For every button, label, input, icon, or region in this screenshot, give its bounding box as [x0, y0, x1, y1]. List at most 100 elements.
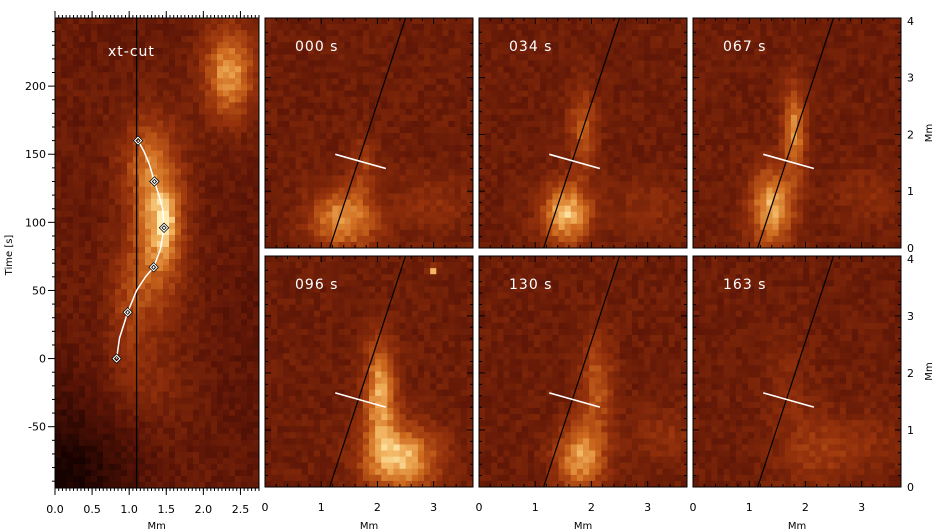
pixel	[344, 151, 352, 158]
pixel	[491, 102, 498, 110]
pixel	[576, 217, 584, 225]
pixel	[595, 229, 602, 237]
pixel	[109, 451, 116, 459]
pixel	[393, 36, 401, 43]
pixel	[430, 217, 437, 225]
pixel	[430, 187, 437, 195]
pixel	[460, 169, 468, 176]
pixel	[540, 187, 547, 195]
pixel	[265, 120, 272, 128]
pixel	[558, 205, 566, 213]
pixel	[79, 319, 86, 326]
pixel	[55, 192, 62, 200]
pixel	[326, 30, 333, 37]
pixel	[187, 18, 194, 25]
pixel	[479, 114, 486, 122]
pixel	[356, 229, 364, 237]
pixel	[175, 228, 182, 236]
pixel	[497, 54, 505, 61]
xt-marker	[112, 354, 121, 363]
pixel	[552, 205, 560, 213]
pixel	[356, 30, 364, 37]
pixel	[217, 325, 224, 332]
pixel	[229, 102, 236, 109]
pixel	[211, 180, 218, 188]
pixel	[97, 409, 104, 417]
pixel	[145, 174, 152, 182]
pixel	[235, 222, 242, 230]
pixel	[211, 30, 218, 37]
pixel	[175, 84, 182, 91]
pixel	[405, 235, 413, 243]
pixel	[73, 439, 80, 447]
pixel	[307, 84, 315, 92]
pixel	[151, 96, 158, 103]
pixel	[289, 24, 297, 31]
pixel	[61, 361, 68, 369]
pixel	[229, 18, 236, 25]
pixel	[211, 397, 218, 405]
pixel	[85, 343, 92, 351]
pixel	[411, 24, 419, 31]
pixel	[313, 163, 321, 170]
pixel	[115, 397, 122, 405]
pixel	[289, 133, 297, 140]
pixel	[139, 475, 146, 483]
pixel	[399, 181, 407, 189]
pixel	[595, 84, 602, 92]
pixel	[344, 187, 352, 195]
pixel	[229, 391, 236, 399]
pixel	[79, 415, 86, 423]
pixel	[448, 120, 456, 128]
pixel	[97, 475, 104, 483]
pixel	[576, 78, 584, 86]
pixel	[97, 439, 104, 447]
pixel	[139, 108, 146, 116]
pixel	[103, 427, 110, 435]
pixel	[139, 415, 146, 423]
pixel	[362, 241, 370, 248]
pixel	[313, 96, 321, 104]
pixel	[307, 60, 315, 68]
pixel	[229, 451, 236, 459]
pixel	[430, 96, 437, 104]
pixel	[399, 108, 407, 116]
pixel	[344, 133, 352, 140]
pixel	[169, 240, 176, 248]
pixel	[127, 289, 134, 296]
pixel	[399, 72, 407, 80]
pixel	[375, 157, 382, 164]
pixel	[369, 187, 376, 195]
pixel	[253, 186, 259, 194]
pixel	[121, 439, 128, 447]
pixel	[199, 289, 206, 296]
pixel	[139, 102, 146, 109]
pixel	[163, 210, 170, 218]
pixel	[109, 222, 116, 230]
pixel	[424, 133, 431, 140]
pixel	[381, 229, 388, 237]
pixel	[91, 78, 98, 85]
pixel	[109, 36, 116, 43]
pixel	[497, 66, 505, 74]
pixel	[121, 108, 128, 116]
pixel	[97, 210, 104, 218]
pixel	[55, 439, 62, 447]
pixel	[235, 463, 242, 471]
pixel	[151, 102, 158, 109]
pixel	[289, 90, 297, 98]
pixel	[181, 72, 188, 79]
pixel	[509, 120, 517, 128]
pixel	[277, 24, 284, 31]
pixel	[187, 475, 194, 483]
pixel	[442, 36, 450, 43]
pixel	[199, 222, 206, 230]
pixel	[362, 42, 370, 49]
pixel	[307, 96, 315, 104]
pixel	[485, 139, 492, 146]
pixel	[485, 96, 492, 104]
pixel	[497, 126, 505, 134]
pixel	[163, 36, 170, 43]
pixel	[307, 223, 315, 231]
pixel	[515, 223, 523, 231]
